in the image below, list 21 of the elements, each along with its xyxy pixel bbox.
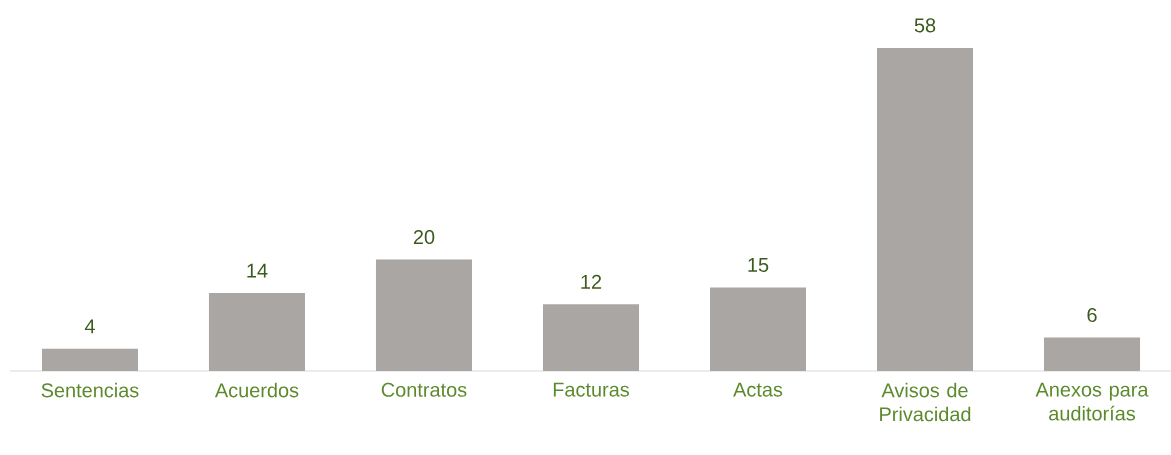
x-tick-label: Actas (733, 382, 783, 397)
x-tick-label: Anexos para auditorías (1035, 382, 1149, 421)
x-tick-label: Avisos de Privacidad (880, 382, 971, 422)
bar (208, 293, 305, 371)
bar (375, 259, 472, 371)
data-label: 15 (748, 258, 769, 272)
x-tick-label: Sentencias (41, 382, 139, 398)
data-label: 20 (413, 229, 435, 245)
data-label: 58 (914, 18, 936, 33)
bar (542, 304, 640, 371)
bar (876, 47, 974, 371)
data-label: 4 (84, 319, 95, 334)
bar (41, 348, 138, 371)
data-label: 12 (581, 274, 602, 289)
x-tick-label: Acuerdos (214, 382, 299, 398)
bar (709, 287, 807, 371)
data-label: 14 (247, 263, 268, 278)
x-tick-label: Contratos (381, 382, 467, 397)
bar (1044, 337, 1141, 371)
x-tick-label: Facturas (553, 382, 630, 397)
data-label: 6 (1087, 307, 1097, 323)
